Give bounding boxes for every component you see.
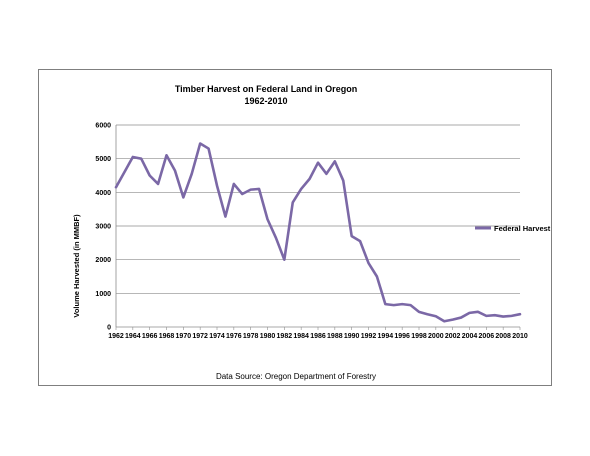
data-point xyxy=(393,304,395,306)
data-point xyxy=(140,158,142,160)
x-tick-label: 1988 xyxy=(327,333,343,340)
data-point xyxy=(300,188,302,190)
x-tick-label: 1966 xyxy=(142,333,158,340)
chart-subtitle: 1962-2010 xyxy=(244,96,287,106)
y-tick-label: 3000 xyxy=(95,224,111,231)
data-point xyxy=(191,173,193,175)
data-point xyxy=(401,303,403,305)
x-tick-label: 1992 xyxy=(361,333,377,340)
data-point xyxy=(233,183,235,185)
y-tick-label: 0 xyxy=(107,325,111,332)
data-point xyxy=(224,215,227,218)
data-point xyxy=(182,196,184,198)
x-tick-label: 2004 xyxy=(462,333,478,340)
data-point xyxy=(308,178,311,180)
data-point xyxy=(519,313,521,315)
data-point xyxy=(258,188,260,190)
x-tick-label: 1980 xyxy=(260,333,276,340)
y-axis-title: Volume Harvested (in MMBF) xyxy=(72,214,81,318)
x-tick-label: 1998 xyxy=(411,333,427,340)
data-point xyxy=(266,218,269,220)
x-tick-labels: 1962 1964 1966 1968 1970 1972 1974 1976 1978 1980… xyxy=(108,327,528,340)
series-layer xyxy=(114,142,522,323)
x-tick-label: 2008 xyxy=(495,333,511,340)
legend-label: Federal Harvest xyxy=(494,224,551,233)
data-point xyxy=(468,312,471,314)
data-point xyxy=(409,304,412,306)
chart-svg: Timber Harvest on Federal Land in Oregon… xyxy=(72,84,551,381)
y-tick-label: 1000 xyxy=(95,291,111,298)
data-point xyxy=(426,313,429,315)
data-point xyxy=(174,169,176,172)
data-point xyxy=(207,147,210,150)
data-point xyxy=(216,185,218,187)
data-point xyxy=(502,315,504,318)
x-tick-label: 2002 xyxy=(445,333,461,340)
data-point xyxy=(435,315,437,317)
x-tick-label: 1964 xyxy=(125,333,141,340)
x-tick-label: 1968 xyxy=(159,333,175,340)
chart-frame: Timber Harvest on Federal Land in Oregon… xyxy=(38,69,552,386)
x-tick-label: 1970 xyxy=(176,333,192,340)
x-tick-label: 1974 xyxy=(209,333,225,340)
x-tick-label: 1978 xyxy=(243,333,259,340)
data-point xyxy=(165,154,168,156)
y-tick-label: 5000 xyxy=(95,156,111,163)
data-point xyxy=(485,315,487,317)
x-tick-label: 1976 xyxy=(226,333,242,340)
x-tick-label: 2006 xyxy=(479,333,495,340)
data-point xyxy=(452,318,454,321)
series-line-federal-harvest xyxy=(114,142,522,323)
data-point xyxy=(376,275,378,278)
x-tick-label: 1972 xyxy=(192,333,208,340)
data-point xyxy=(199,142,201,145)
gridlines xyxy=(116,124,520,294)
x-tick-label: 1986 xyxy=(310,333,326,340)
x-tick-label: 1990 xyxy=(344,333,360,340)
chart-title: Timber Harvest on Federal Land in Oregon xyxy=(175,84,357,94)
data-point xyxy=(283,259,285,261)
data-point xyxy=(275,237,277,239)
x-tick-label: 1984 xyxy=(293,333,309,340)
y-tick-label: 4000 xyxy=(95,190,111,197)
data-point xyxy=(418,311,420,313)
legend: Federal Harvest xyxy=(475,224,551,233)
data-point xyxy=(494,314,496,316)
x-tick-label: 1994 xyxy=(378,333,394,340)
data-point xyxy=(334,160,336,162)
data-point xyxy=(292,201,294,204)
x-tick-label: 2010 xyxy=(512,333,528,340)
data-point xyxy=(342,179,344,182)
data-point xyxy=(250,189,252,191)
data-point xyxy=(123,171,126,173)
data-point xyxy=(510,315,513,317)
data-point xyxy=(115,186,117,188)
y-tick-labels: 0 1000 2000 3000 4000 5000 6000 xyxy=(95,123,111,332)
data-point xyxy=(351,235,353,237)
x-tick-label: 1962 xyxy=(108,333,124,340)
data-point xyxy=(132,156,134,158)
source-note: Data Source: Oregon Department of Forest… xyxy=(216,372,376,381)
x-tick-label: 1982 xyxy=(277,333,293,340)
y-tick-label: 2000 xyxy=(95,257,111,264)
x-tick-label: 1996 xyxy=(394,333,410,340)
data-point xyxy=(367,262,370,264)
data-point xyxy=(359,240,361,242)
data-point xyxy=(460,316,462,319)
data-point xyxy=(149,174,151,177)
data-point xyxy=(157,183,159,185)
data-point xyxy=(384,303,386,305)
data-point xyxy=(317,162,319,164)
data-point xyxy=(325,173,328,175)
data-point xyxy=(477,311,479,313)
x-tick-label: 2000 xyxy=(428,333,444,340)
data-point xyxy=(443,320,445,322)
data-point xyxy=(241,193,243,195)
y-tick-label: 6000 xyxy=(95,123,111,130)
